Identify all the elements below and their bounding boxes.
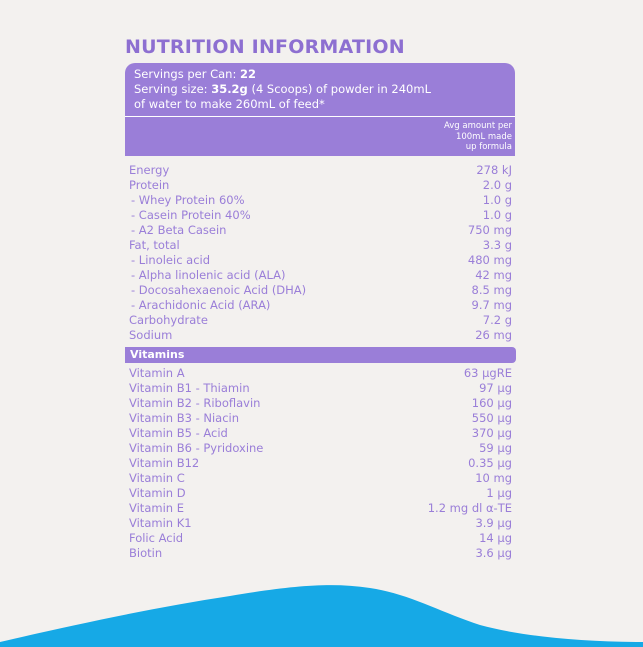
vitamin-row-value: 3.6 µg (475, 546, 512, 560)
vitamin-row: Vitamin E 1.2 mg dl α-TE (129, 501, 512, 516)
decorative-wave (0, 585, 643, 647)
nutrient-row-value: 278 kJ (476, 163, 512, 177)
vitamin-table: Vitamin A 63 µgRE Vitamin B1 - Thiamin 97 µ… (129, 366, 512, 561)
servings-value: 22 (240, 67, 257, 81)
vitamin-row-label: Vitamin B3 - Niacin (129, 411, 240, 425)
nutrient-row-label: Energy (129, 163, 170, 177)
nutrient-row-label: - Linoleic acid (131, 253, 211, 267)
nutrient-row: Fat, total 3.3 g (129, 238, 512, 253)
nutrient-row: Sodium 26 mg (129, 328, 512, 343)
nutrient-row: - Casein Protein 40% 1.0 g (129, 208, 512, 223)
vitamin-row-label: Vitamin K1 (129, 516, 192, 530)
vitamin-row-label: Vitamin B12 (129, 456, 200, 470)
avg-header-line: up formula (465, 142, 512, 152)
nutrient-row: - Docosahexaenoic Acid (DHA) 8.5 mg (129, 283, 512, 298)
vitamin-row-label: Vitamin B6 - Pyridoxine (129, 441, 264, 455)
vitamin-row-label: Vitamin E (129, 501, 184, 515)
nutrient-row: Carbohydrate 7.2 g (129, 313, 512, 328)
nutrient-row-value: 3.3 g (482, 238, 512, 252)
vitamin-row-value: 1 µg (486, 486, 512, 500)
vitamin-row-value: 1.2 mg dl α-TE (427, 501, 512, 515)
nutrient-table: Energy 278 kJ Protein 2.0 g - Whey Protein … (129, 163, 512, 343)
vitamin-row-label: Vitamin B2 - Riboflavin (129, 396, 261, 410)
vitamin-row-value: 0.35 µg (468, 456, 512, 470)
avg-amount-header: Avg amount per 100mL made up formula (402, 121, 512, 153)
nutrient-row-label: - Arachidonic Acid (ARA) (131, 298, 271, 312)
nutrient-row-label: Carbohydrate (129, 313, 208, 327)
vitamin-row-value: 160 µg (471, 396, 512, 410)
nutrient-row-value: 42 mg (475, 268, 512, 282)
vitamin-row: Biotin 3.6 µg (129, 546, 512, 561)
vitamin-row-label: Biotin (129, 546, 163, 560)
vitamin-row: Vitamin K1 3.9 µg (129, 516, 512, 531)
vitamins-heading: Vitamins (130, 348, 185, 361)
nutrient-row: - Alpha linolenic acid (ALA) 42 mg (129, 268, 512, 283)
vitamins-section-header: Vitamins (125, 347, 516, 363)
vitamin-row-value: 10 mg (475, 471, 512, 485)
nutrient-row-value: 7.2 g (482, 313, 512, 327)
servings-label: Servings per Can: (134, 67, 240, 81)
vitamin-row: Vitamin B12 0.35 µg (129, 456, 512, 471)
nutrient-row-value: 8.5 mg (471, 283, 512, 297)
vitamin-row: Vitamin B2 - Riboflavin 160 µg (129, 396, 512, 411)
serving-size: Serving size: 35.2g (4 Scoops) of powder… (134, 82, 434, 112)
servings-info: Servings per Can: 22 Serving size: 35.2g… (134, 67, 434, 112)
nutrient-row: - Whey Protein 60% 1.0 g (129, 193, 512, 208)
header-divider (125, 116, 515, 117)
nutrient-row: - Arachidonic Acid (ARA) 9.7 mg (129, 298, 512, 313)
nutrient-row-value: 750 mg (467, 223, 512, 237)
vitamin-row-value: 63 µgRE (463, 366, 512, 380)
serving-size-label: Serving size: (134, 82, 212, 96)
avg-header-line: 100mL made (455, 131, 512, 142)
vitamin-row-label: Vitamin B5 - Acid (129, 426, 228, 440)
nutrient-row: Protein 2.0 g (129, 178, 512, 193)
vitamin-row-value: 14 µg (479, 531, 512, 545)
nutrient-row-value: 1.0 g (482, 208, 512, 222)
servings-per-can: Servings per Can: 22 (134, 67, 434, 82)
vitamin-row-value: 59 µg (479, 441, 512, 455)
nutrient-row-value: 1.0 g (482, 193, 512, 207)
vitamin-row: Folic Acid 14 µg (129, 531, 512, 546)
vitamin-row-label: Vitamin A (129, 366, 185, 380)
nutrient-row: - A2 Beta Casein 750 mg (129, 223, 512, 238)
nutrient-row-label: - Alpha linolenic acid (ALA) (131, 268, 286, 282)
nutrient-row-label: - Docosahexaenoic Acid (DHA) (131, 283, 307, 297)
vitamin-row-label: Vitamin B1 - Thiamin (129, 381, 250, 395)
nutrient-row-label: - A2 Beta Casein (131, 223, 227, 237)
nutrient-row-value: 9.7 mg (471, 298, 512, 312)
vitamin-row: Vitamin B1 - Thiamin 97 µg (129, 381, 512, 396)
vitamin-row: Vitamin A 63 µgRE (129, 366, 512, 381)
avg-header-line: Avg amount per (443, 121, 512, 131)
nutrition-header-panel: Servings per Can: 22 Serving size: 35.2g… (125, 63, 515, 156)
nutrient-row: Energy 278 kJ (129, 163, 512, 178)
nutrient-row-label: Protein (129, 178, 170, 192)
nutrient-row-label: - Casein Protein 40% (131, 208, 251, 222)
serving-size-description: (4 Scoops) of powder in 240mL of water t… (134, 82, 431, 111)
vitamin-row-label: Folic Acid (129, 531, 184, 545)
vitamin-row: Vitamin D 1 µg (129, 486, 512, 501)
serving-size-value: 35.2g (211, 82, 248, 96)
vitamin-row: Vitamin B5 - Acid 370 µg (129, 426, 512, 441)
vitamin-row-value: 3.9 µg (475, 516, 512, 530)
nutrient-row-value: 26 mg (475, 328, 512, 342)
nutrient-row-label: Sodium (129, 328, 173, 342)
nutrient-row-label: - Whey Protein 60% (131, 193, 245, 207)
nutrient-row-value: 2.0 g (482, 178, 512, 192)
nutrient-row-value: 480 mg (467, 253, 512, 267)
vitamin-row-value: 97 µg (479, 381, 512, 395)
vitamin-row-value: 550 µg (471, 411, 512, 425)
vitamin-row-value: 370 µg (471, 426, 512, 440)
page-title: NUTRITION INFORMATION (125, 36, 405, 58)
nutrient-row: - Linoleic acid 480 mg (129, 253, 512, 268)
vitamin-row-label: Vitamin D (129, 486, 186, 500)
nutrient-row-label: Fat, total (129, 238, 180, 252)
vitamin-row: Vitamin B6 - Pyridoxine 59 µg (129, 441, 512, 456)
vitamin-row: Vitamin C 10 mg (129, 471, 512, 486)
vitamin-row: Vitamin B3 - Niacin 550 µg (129, 411, 512, 426)
vitamin-row-label: Vitamin C (129, 471, 185, 485)
